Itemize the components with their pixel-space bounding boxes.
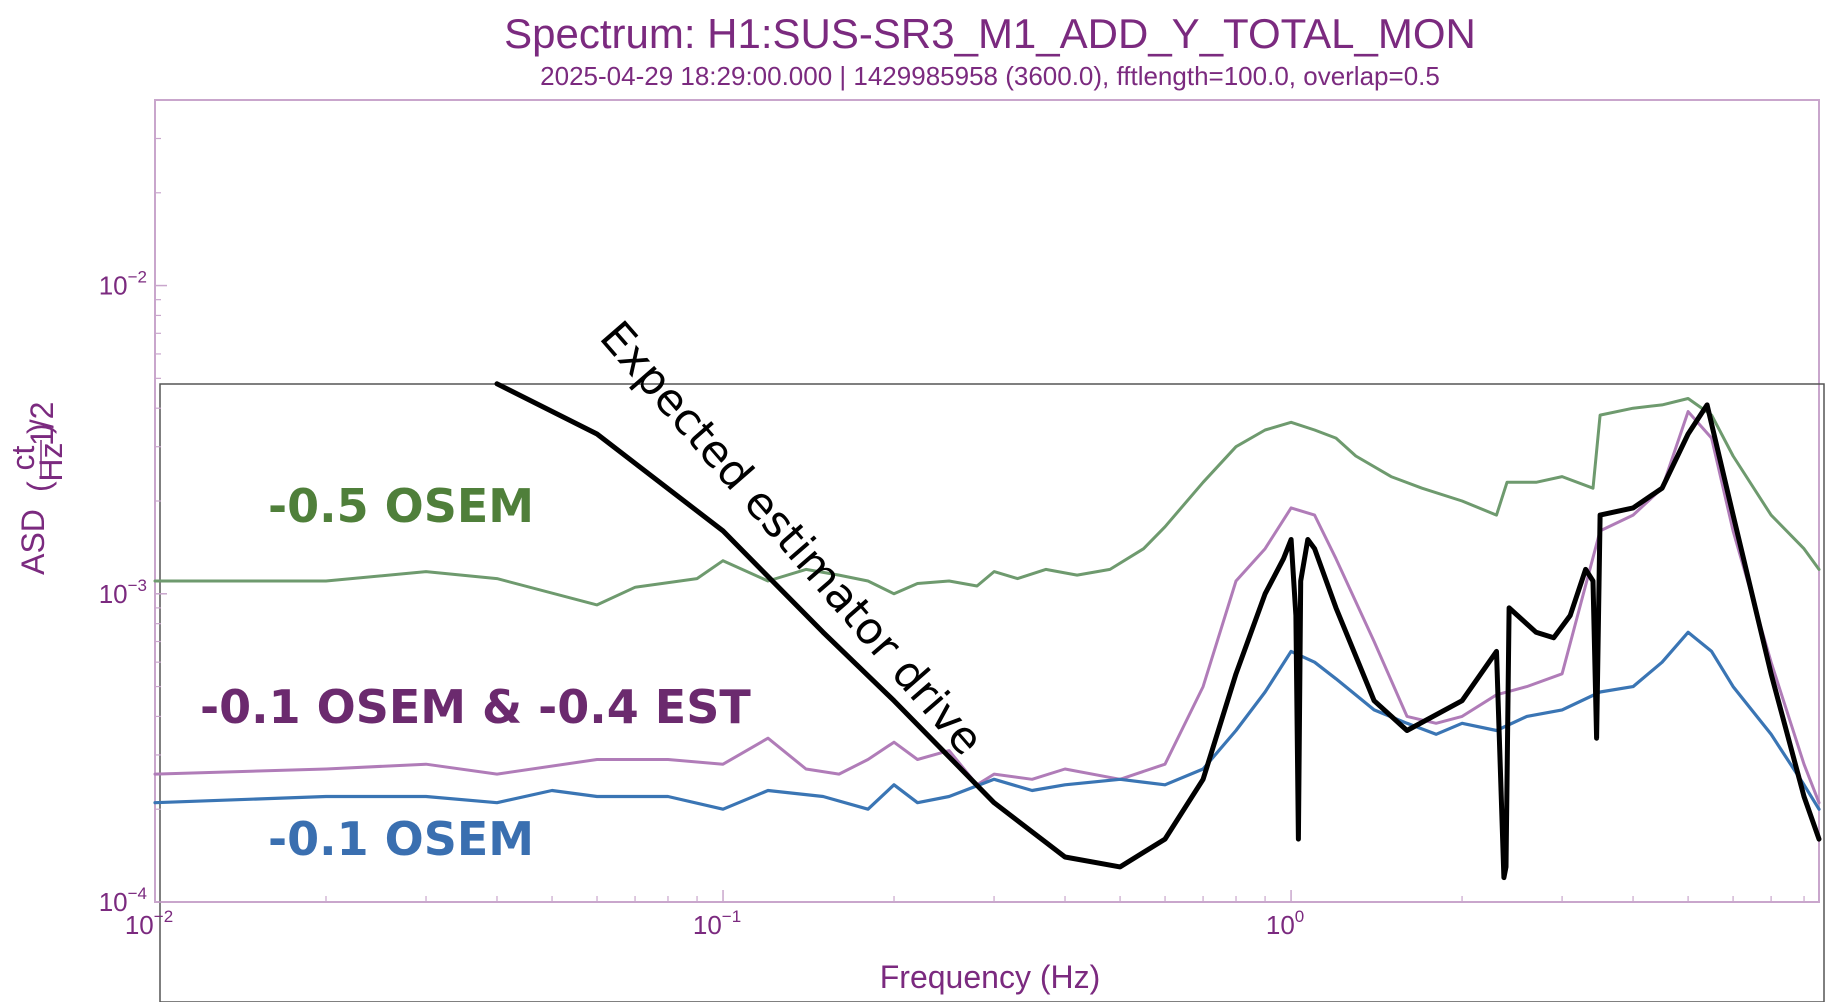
chart-subtitle: 2025-04-29 18:29:00.000 | 1429985958 (36… — [540, 61, 1440, 91]
y-unit-exponent: 1/2 — [24, 402, 60, 446]
x-tick-label: 10−2 — [125, 907, 173, 940]
annotation-purple: -0.1 OSEM & -0.4 EST — [200, 680, 751, 734]
x-tick-label: 10−1 — [693, 907, 741, 940]
y-tick-label: 10−2 — [99, 268, 147, 301]
minor-ticks — [155, 99, 1805, 902]
x-tick-label: 100 — [1266, 907, 1304, 940]
series-line-black — [494, 381, 1822, 881]
x-axis-ticks: 10−2 10−1 100 — [125, 890, 1304, 940]
x-axis-label: Frequency (Hz) — [880, 959, 1101, 995]
y-unit-denominator: Hz — [33, 442, 69, 481]
chart-title: Spectrum: H1:SUS-SR3_M1_ADD_Y_TOTAL_MON — [504, 10, 1476, 57]
y-axis-label-text: ASD — [15, 509, 51, 575]
y-unit-numerator: ct — [5, 445, 41, 470]
series-line-purple — [153, 410, 1821, 805]
annotation-blue: -0.1 OSEM — [268, 812, 534, 866]
y-tick-label: 10−3 — [99, 576, 147, 609]
y-unit-paren-left: ( — [21, 481, 57, 492]
series-line-green — [153, 397, 1821, 607]
annotation-green: -0.5 OSEM — [268, 479, 534, 533]
y-unit-paren-right: ) — [21, 423, 57, 434]
y-axis-label: ASD ( ct Hz 1/2 ) — [5, 402, 69, 575]
series-line-blue — [153, 630, 1821, 811]
overlay-frame — [159, 383, 1825, 1002]
y-axis-ticks: 10−410−310−2 — [99, 268, 167, 917]
series-layer — [153, 381, 1822, 881]
